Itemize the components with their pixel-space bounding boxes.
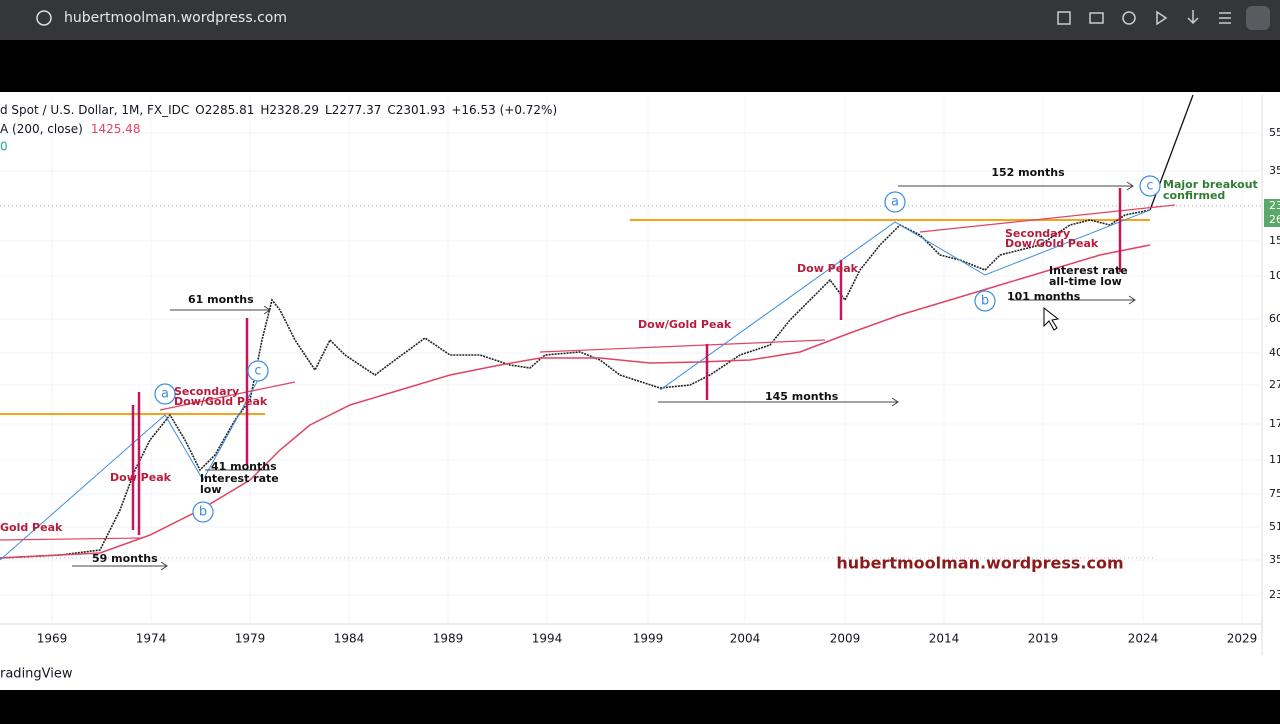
- x-label: 1984: [334, 632, 365, 646]
- annotation: Interest rate: [1049, 264, 1128, 277]
- y-label: 15: [1269, 234, 1280, 247]
- y-label: 10: [1269, 269, 1280, 282]
- wave-circles: a b c a b c: [154, 175, 1161, 523]
- legend: d Spot / U.S. Dollar, 1M, FX_IDC O2285.81…: [0, 103, 557, 154]
- y-label: 26: [1269, 213, 1280, 226]
- symbol: d Spot / U.S. Dollar, 1M, FX_IDC: [0, 103, 189, 117]
- svg-text:A (200, close)1425.48: A (200, close) 1425.48: [0, 122, 140, 136]
- x-axis: 1969 1974 1979 1984 1989 1994 1999 2004 2009 2014…: [37, 632, 1258, 646]
- annotation: Gold Peak: [0, 521, 63, 534]
- wave-label: a: [161, 387, 169, 402]
- y-label: 40: [1269, 346, 1280, 359]
- x-label: 1989: [433, 632, 464, 646]
- close: C2301.93: [387, 103, 445, 117]
- annotation: low: [200, 483, 222, 496]
- wave-label: a: [891, 195, 899, 210]
- annotation: 61 months: [188, 293, 254, 306]
- profile-button[interactable]: [1246, 6, 1270, 30]
- annotation: 101 months: [1007, 290, 1081, 303]
- y-label: 35: [1269, 553, 1280, 566]
- x-label: 1969: [37, 632, 68, 646]
- x-label: 1974: [136, 632, 167, 646]
- annotation: Major breakout: [1163, 178, 1258, 191]
- browser-bar: [0, 0, 1280, 40]
- url[interactable]: hubertmoolman.wordpress.com: [64, 10, 287, 26]
- bottom-band: [0, 690, 1280, 720]
- annotation: 152 months: [991, 166, 1065, 179]
- wave-label: b: [981, 294, 989, 309]
- y-label: 23: [1269, 199, 1280, 212]
- x-label: 1979: [235, 632, 266, 646]
- annotation: Dow Peak: [797, 262, 859, 275]
- y-label: 23: [1269, 588, 1280, 601]
- site-icon: [36, 10, 52, 26]
- change: +16.53 (+0.72%): [451, 103, 557, 117]
- y-label: 11: [1269, 453, 1280, 466]
- chart-area: [0, 92, 1280, 690]
- annotation: Secondary: [1005, 227, 1070, 240]
- legend-line: 0: [0, 140, 8, 154]
- y-label: 55: [1269, 126, 1280, 139]
- annotation: 145 months: [765, 390, 839, 403]
- x-label: 1994: [532, 632, 563, 646]
- annotation: all-time low: [1049, 275, 1122, 288]
- wave-circle: [884, 191, 906, 213]
- y-label: 51: [1269, 520, 1280, 533]
- wave-label: c: [254, 364, 261, 379]
- y-label: 35: [1269, 164, 1280, 177]
- annotation: Interest rate: [200, 472, 279, 485]
- y-label: 17: [1269, 417, 1280, 430]
- wave-circle: [247, 360, 269, 382]
- black-band: [0, 40, 1280, 88]
- toolbar-icons: [1057, 10, 1231, 26]
- footer-brand[interactable]: radingView: [0, 667, 73, 682]
- y-label: 75: [1269, 487, 1280, 500]
- x-label: 2029: [1227, 632, 1258, 646]
- annotation: 41 months: [211, 460, 277, 473]
- watermark: hubertmoolman.wordpress.com: [836, 554, 1123, 573]
- annotation: Dow/Gold Peak: [638, 318, 732, 331]
- high: H2328.29: [260, 103, 319, 117]
- wave-label: b: [199, 505, 207, 520]
- annotation: Dow/Gold Peak: [174, 395, 268, 408]
- svg-text:d Spot / U.S. Dollar, 1M, FX_I: d Spot / U.S. Dollar, 1M, FX_IDC O2285.81…: [0, 103, 557, 117]
- annotation: Dow Peak: [110, 471, 172, 484]
- ma-value: 1425.48: [91, 122, 141, 136]
- annotation: Dow/Gold Peak: [1005, 237, 1099, 250]
- x-label: 2004: [730, 632, 761, 646]
- y-label: 60: [1269, 312, 1280, 325]
- x-label: 2014: [929, 632, 960, 646]
- x-label: 2009: [830, 632, 861, 646]
- y-label: 27: [1269, 378, 1280, 391]
- wave-circle: [1139, 175, 1161, 197]
- open: O2285.81: [195, 103, 254, 117]
- low: L2277.37: [325, 103, 381, 117]
- wave-circle: [154, 383, 176, 405]
- wave-circle: [974, 290, 996, 312]
- annotation: 59 months: [92, 552, 158, 565]
- wave-label: c: [1146, 179, 1153, 194]
- x-label: 2024: [1128, 632, 1159, 646]
- price-badge: [1264, 199, 1280, 227]
- ma-label: A (200, close): [0, 122, 83, 136]
- wave-circle: [192, 501, 214, 523]
- annotation: confirmed: [1163, 189, 1225, 202]
- x-label: 1999: [633, 632, 664, 646]
- annotation: Secondary: [174, 385, 239, 398]
- x-label: 2019: [1028, 632, 1059, 646]
